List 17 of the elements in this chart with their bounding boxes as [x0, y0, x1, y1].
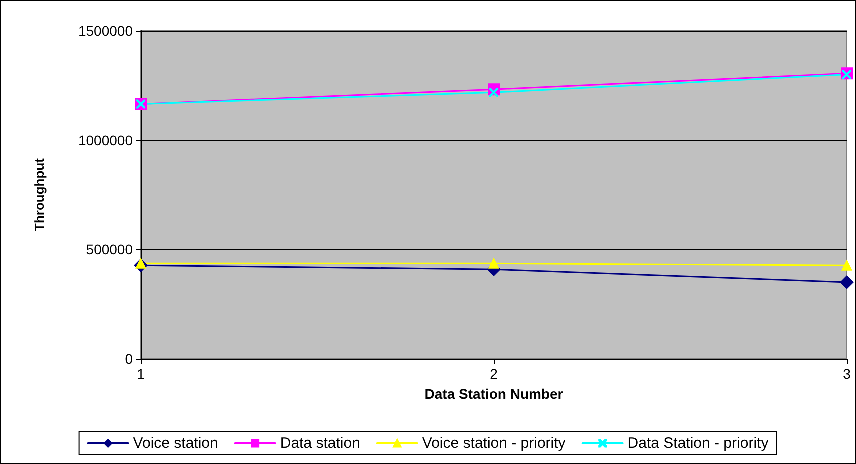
- point: [842, 260, 852, 271]
- y-tick-label: 500000: [86, 242, 134, 258]
- point: [136, 258, 146, 269]
- point: [840, 276, 854, 290]
- y-axis-title: Throughput: [32, 158, 47, 232]
- legend-label: Voice station: [133, 435, 218, 452]
- legend-label: Data Station - priority: [628, 435, 770, 452]
- y-tick-label: 0: [125, 351, 134, 367]
- legend-label: Voice station - priority: [422, 435, 566, 452]
- x-tick-label: 2: [490, 366, 498, 382]
- y-tick-label: 1500000: [78, 23, 134, 39]
- x-tick-label: 3: [843, 366, 852, 382]
- y-tick-label: 1000000: [78, 132, 134, 148]
- legend-label: Data station: [280, 435, 360, 452]
- point: [488, 258, 500, 269]
- x-axis-title: Data Station Number: [424, 386, 564, 402]
- x-tick-label: 1: [137, 366, 146, 382]
